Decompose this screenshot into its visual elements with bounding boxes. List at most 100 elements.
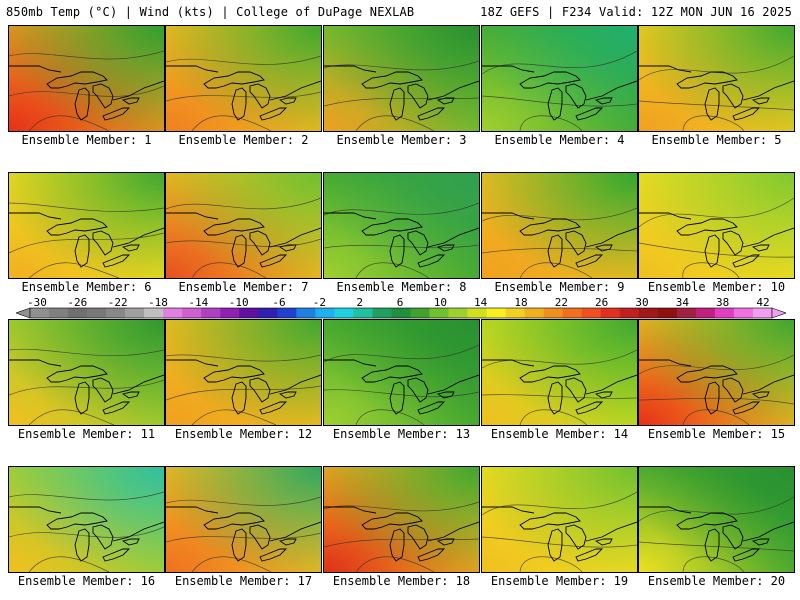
colorbar-segment: [277, 308, 297, 318]
colorbar-segment: [144, 308, 164, 318]
colorbar-right-arrow: [771, 307, 786, 319]
colorbar-segment: [733, 308, 754, 318]
colorbar-segment: [391, 308, 411, 318]
ensemble-member-label: Ensemble Member: 13: [332, 427, 471, 441]
colorbar-segment: [562, 308, 583, 318]
ensemble-member-label: Ensemble Member: 9: [494, 280, 625, 294]
temperature-colorbar: [16, 307, 786, 319]
colorbar-segment: [752, 308, 773, 318]
ensemble-member-label: Ensemble Member: 11: [17, 427, 156, 441]
ensemble-member-map: [165, 466, 322, 573]
ensemble-member-label: Ensemble Member: 10: [647, 280, 786, 294]
ensemble-member-map: [481, 466, 638, 573]
colorbar-tick-label: 42: [756, 296, 770, 309]
colorbar-segment: [353, 308, 373, 318]
colorbar-tick-label: 10: [433, 296, 447, 309]
colorbar-tick-label: 38: [716, 296, 730, 309]
temperature-map-image: [482, 320, 637, 425]
colorbar-tick-label: 18: [514, 296, 528, 309]
colorbar-segment: [486, 308, 506, 318]
ensemble-member-map: [323, 25, 480, 132]
colorbar-tick-label: 22: [554, 296, 568, 309]
ensemble-member-map: [165, 319, 322, 426]
colorbar-left-arrow: [16, 307, 31, 319]
colorbar-tick-label: 14: [474, 296, 488, 309]
ensemble-member-map: [165, 25, 322, 132]
temperature-map-image: [324, 467, 479, 572]
ensemble-member-map: [481, 25, 638, 132]
colorbar-segment: [68, 308, 88, 318]
colorbar-segment: [30, 308, 50, 318]
colorbar-segment: [163, 308, 183, 318]
colorbar-segment: [467, 308, 487, 318]
temperature-map-image: [482, 173, 637, 278]
colorbar-segment: [125, 308, 145, 318]
colorbar-segment: [334, 308, 354, 318]
temperature-map-image: [639, 173, 794, 278]
temperature-map-image: [9, 467, 164, 572]
ensemble-member-label: Ensemble Member: 7: [178, 280, 309, 294]
colorbar-segment: [657, 308, 678, 318]
ensemble-member-label: Ensemble Member: 15: [647, 427, 786, 441]
colorbar-segment: [315, 308, 335, 318]
colorbar-segment: [505, 308, 525, 318]
colorbar-tick-label: 30: [635, 296, 649, 309]
colorbar-segment: [296, 308, 316, 318]
temperature-map-image: [166, 467, 321, 572]
header-left-title: 850mb Temp (°C) | Wind (kts) | College o…: [6, 5, 415, 19]
ensemble-member-label: Ensemble Member: 19: [490, 574, 629, 588]
ensemble-member-map: [323, 319, 480, 426]
colorbar-segment: [106, 308, 126, 318]
temperature-map-image: [324, 26, 479, 131]
colorbar-tick-label: -6: [272, 296, 286, 309]
temperature-map-image: [166, 26, 321, 131]
colorbar-tick-label: -10: [228, 296, 249, 309]
ensemble-member-label: Ensemble Member: 5: [651, 133, 782, 147]
colorbar-tick-label: -26: [67, 296, 88, 309]
temperature-map-image: [324, 320, 479, 425]
colorbar-segment: [543, 308, 564, 318]
colorbar-segment: [448, 308, 468, 318]
colorbar-segment: [220, 308, 240, 318]
colorbar-tick-label: -14: [188, 296, 209, 309]
ensemble-member-label: Ensemble Member: 2: [178, 133, 309, 147]
ensemble-member-label: Ensemble Member: 17: [174, 574, 313, 588]
colorbar-segment: [619, 308, 640, 318]
colorbar-segment: [410, 308, 430, 318]
colorbar-tick-label: 26: [595, 296, 609, 309]
ensemble-member-label: Ensemble Member: 4: [494, 133, 625, 147]
colorbar-segment: [524, 308, 544, 318]
temperature-map-image: [324, 173, 479, 278]
colorbar-segment: [49, 308, 69, 318]
colorbar-tick-label: -2: [312, 296, 326, 309]
temperature-map-image: [639, 467, 794, 572]
colorbar-segment: [600, 308, 621, 318]
colorbar-tick-label: -30: [27, 296, 47, 309]
colorbar-tick-label: 6: [396, 296, 404, 309]
colorbar-segment: [695, 308, 716, 318]
ensemble-member-map: [638, 319, 795, 426]
ensemble-member-map: [8, 466, 165, 573]
ensemble-member-map: [638, 466, 795, 573]
ensemble-member-label: Ensemble Member: 18: [332, 574, 471, 588]
temperature-map-image: [9, 320, 164, 425]
ensemble-member-map: [638, 172, 795, 279]
ensemble-member-label: Ensemble Member: 1: [21, 133, 152, 147]
ensemble-member-map: [481, 172, 638, 279]
header-right-title: 18Z GEFS | F234 Valid: 12Z MON JUN 16 20…: [480, 5, 792, 19]
ensemble-member-label: Ensemble Member: 12: [174, 427, 313, 441]
ensemble-member-label: Ensemble Member: 14: [490, 427, 629, 441]
ensemble-member-map: [323, 172, 480, 279]
temperature-map-image: [9, 173, 164, 278]
ensemble-member-label: Ensemble Member: 16: [17, 574, 156, 588]
colorbar-segment: [87, 308, 107, 318]
temperature-map-image: [166, 320, 321, 425]
ensemble-member-label: Ensemble Member: 8: [336, 280, 467, 294]
ensemble-member-map: [481, 319, 638, 426]
ensemble-member-map: [165, 172, 322, 279]
ensemble-member-map: [8, 25, 165, 132]
ensemble-member-label: Ensemble Member: 6: [21, 280, 152, 294]
colorbar-segment: [581, 308, 602, 318]
temperature-map-image: [482, 467, 637, 572]
colorbar-segment: [201, 308, 221, 318]
